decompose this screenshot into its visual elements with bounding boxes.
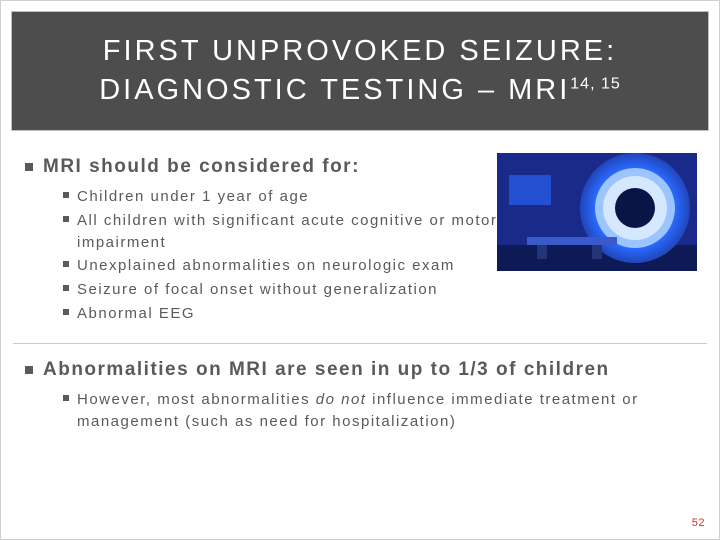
- bullet-text: Abnormalities on MRI are seen in up to 1…: [43, 359, 610, 380]
- content-area: MRI should be considered for: Children u…: [25, 156, 695, 343]
- sub-bullet: Children under 1 year of age: [63, 186, 695, 208]
- top-bullet-list: MRI should be considered for: Children u…: [25, 156, 695, 325]
- horizontal-rule: [13, 343, 707, 344]
- bullet-text: MRI should be considered for:: [43, 156, 360, 177]
- sub-text: Seizure of focal onset without generaliz…: [77, 281, 438, 298]
- top-bullet-list-2: Abnormalities on MRI are seen in up to 1…: [25, 359, 695, 433]
- sub-text: However, most abnormalities: [77, 391, 316, 408]
- sub-bullet: However, most abnormalities do not influ…: [63, 389, 695, 433]
- sub-text: Children under 1 year of age: [77, 186, 309, 208]
- sub-bullet: Unexplained abnormalities on neurologic …: [63, 255, 695, 277]
- sub-bullet-list-1: Children under 1 year of age All childre…: [43, 186, 695, 325]
- sub-bullet: All children with significant acute cogn…: [63, 210, 695, 254]
- sub-text: Abnormal EEG: [77, 305, 195, 322]
- slide-title: FIRST UNPROVOKED SEIZURE: DIAGNOSTIC TES…: [99, 32, 621, 110]
- page-number: 52: [692, 517, 705, 529]
- slide: FIRST UNPROVOKED SEIZURE: DIAGNOSTIC TES…: [0, 0, 720, 540]
- sub-bullet: Abnormal EEG: [63, 303, 695, 325]
- sub-text-em: do not: [316, 391, 367, 408]
- title-line1: FIRST UNPROVOKED SEIZURE:: [103, 35, 617, 67]
- sub-bullet: Seizure of focal onset without generaliz…: [63, 279, 695, 301]
- title-line2: DIAGNOSTIC TESTING – MRI: [99, 74, 570, 106]
- title-superscript: 14, 15: [570, 75, 620, 92]
- title-band: FIRST UNPROVOKED SEIZURE: DIAGNOSTIC TES…: [11, 11, 709, 131]
- sub-text: All children with significant acute cogn…: [77, 210, 527, 254]
- bullet-mri-considered: MRI should be considered for: Children u…: [25, 156, 695, 325]
- sub-bullet-list-2: However, most abnormalities do not influ…: [43, 389, 695, 433]
- sub-text: Unexplained abnormalities on neurologic …: [77, 257, 455, 274]
- content-area-2: Abnormalities on MRI are seen in up to 1…: [25, 359, 695, 451]
- bullet-abnormalities: Abnormalities on MRI are seen in up to 1…: [25, 359, 695, 433]
